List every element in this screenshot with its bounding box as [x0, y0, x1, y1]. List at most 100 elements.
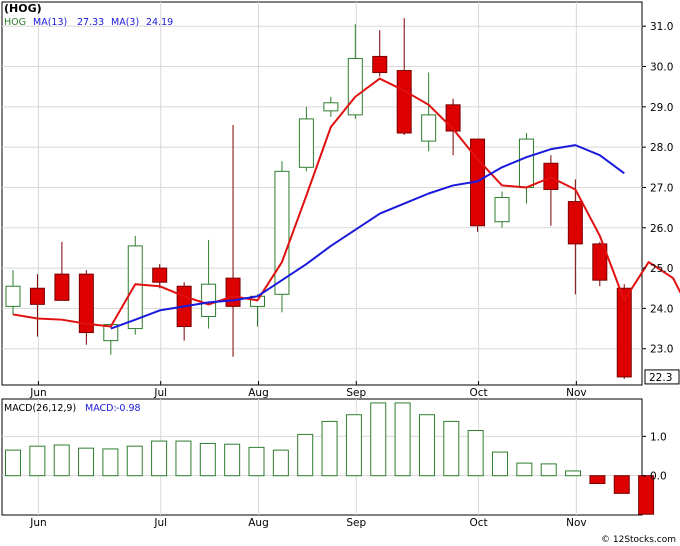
macd-bar: [565, 470, 582, 477]
candle-body: [347, 57, 363, 116]
macd-bar: [53, 444, 70, 477]
candle: [372, 30, 388, 77]
macd-bar: [78, 447, 95, 477]
candle-body: [518, 138, 534, 188]
legend-ma3-value: 24.19: [146, 17, 173, 28]
macd-bar: [29, 445, 46, 477]
candle: [494, 191, 510, 228]
candle: [5, 270, 21, 315]
macd-bar: [272, 449, 289, 477]
macd-x-label: Aug: [248, 517, 269, 529]
candle-body: [274, 170, 290, 295]
price-y-tick-label: 28.0: [650, 142, 673, 154]
price-y-tick-label: 31.0: [650, 21, 673, 33]
price-x-label: Jun: [29, 387, 46, 399]
macd-bar: [297, 433, 314, 477]
candle: [201, 239, 217, 329]
candle-body: [201, 283, 217, 317]
candle-body: [616, 287, 632, 378]
macd-bar: [102, 448, 119, 477]
price-y-tick-label: 23.0: [650, 344, 673, 356]
legend-macd-label: MACD:: [85, 403, 117, 414]
candle: [54, 241, 70, 301]
macd-bar: [345, 414, 362, 477]
macd-bar: [443, 420, 460, 477]
series-line-ma3: [12, 77, 680, 328]
candle-body: [543, 162, 559, 190]
candle-body: [396, 70, 412, 134]
macd-legend: MACD(26,12,9) MACD: -0.98: [4, 403, 141, 414]
price-x-label: Sep: [346, 387, 366, 399]
macd-bar: [126, 445, 143, 477]
price-x-label: Aug: [248, 387, 269, 399]
candle: [543, 155, 559, 226]
macd-x-label: Jul: [153, 517, 167, 529]
macd-bar: [248, 446, 265, 477]
macd-bar: [199, 442, 216, 477]
candle-body: [54, 273, 70, 301]
candle-body: [29, 287, 45, 305]
candle-body: [445, 104, 461, 132]
macd-bar: [321, 420, 338, 477]
candle: [396, 18, 412, 136]
candle-body: [298, 118, 314, 168]
legend-ma3-label: MA(3): [111, 17, 139, 28]
candle: [567, 179, 583, 295]
price-y-tick-label: 24.0: [650, 303, 673, 315]
macd-bar: [638, 475, 655, 515]
chart-title: (HOG): [4, 2, 42, 15]
price-y-tick-label: 26.0: [650, 223, 673, 235]
macd-bar: [151, 440, 168, 477]
price-y-tick-label: 27.0: [650, 182, 673, 194]
last-price-label: 22.3: [649, 372, 672, 384]
legend-macd-value: -0.98: [116, 403, 141, 414]
macd-y-tick-label: 1.0: [650, 431, 667, 443]
macd-x-label: Sep: [346, 517, 366, 529]
candle-body: [323, 102, 339, 112]
macd-x-label: Oct: [469, 517, 487, 529]
price-x-label: Jul: [153, 387, 167, 399]
macd-bar: [516, 462, 533, 477]
legend-hog: HOG: [4, 17, 26, 28]
candle: [274, 161, 290, 313]
macd-bar: [589, 475, 606, 485]
price-x-label: Nov: [566, 387, 587, 399]
candle-body: [372, 55, 388, 74]
candle: [421, 72, 437, 152]
copyright: © 12Stocks.com: [601, 535, 676, 545]
candle: [29, 274, 45, 337]
price-y-tick-label: 25.0: [650, 263, 673, 275]
price-panel: [1, 1, 643, 386]
candle-body: [567, 201, 583, 245]
candle-body: [127, 245, 143, 330]
candle-body: [152, 267, 168, 283]
price-y-tick-label: 30.0: [650, 62, 673, 74]
macd-bar: [175, 440, 192, 477]
macd-bar: [492, 451, 508, 477]
price-y-tick-label: 29.0: [650, 102, 673, 114]
candle-body: [421, 114, 437, 142]
macd-bar: [5, 449, 21, 477]
candle-body: [5, 285, 21, 307]
macd-bar: [370, 402, 387, 477]
macd-bar: [540, 463, 557, 477]
macd-y-tick-label: 0.0: [650, 471, 667, 483]
macd-bar: [418, 414, 435, 477]
candle-body: [592, 243, 608, 281]
candle: [592, 241, 608, 287]
candle: [298, 106, 314, 172]
candle-body: [78, 273, 94, 334]
legend-ma13-value: 27.33: [77, 17, 104, 28]
price-legend: HOG MA(13) 27.33 MA(3) 24.19: [4, 17, 173, 28]
candle-body: [494, 197, 510, 223]
candle: [152, 264, 168, 289]
macd-bar: [467, 429, 484, 477]
legend-ma13-label: MA(13): [33, 17, 67, 28]
candle-body: [225, 277, 241, 307]
candle: [323, 96, 339, 117]
candle: [103, 324, 119, 355]
macd-x-label: Nov: [566, 517, 587, 529]
price-x-label: Oct: [469, 387, 487, 399]
last-price-box: [644, 369, 680, 385]
